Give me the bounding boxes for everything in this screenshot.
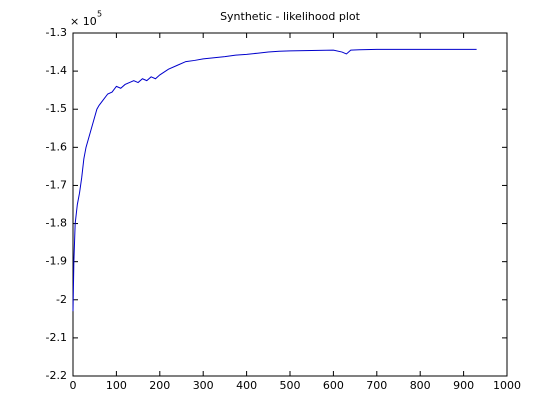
y-tick-label: -1.9 (46, 255, 67, 268)
x-tick-label: 700 (366, 379, 387, 392)
y-tick-label: -1.6 (46, 140, 67, 153)
plot-frame (72, 32, 508, 377)
x-tick-label: 400 (236, 379, 257, 392)
x-tick-label: 100 (106, 379, 127, 392)
x-tick-label: 900 (453, 379, 474, 392)
y-scale-label: × 10 (70, 15, 97, 28)
x-tick-label: 800 (410, 379, 431, 392)
y-tick-label: -2.1 (46, 331, 67, 344)
y-tick-label: -1.5 (46, 102, 67, 115)
y-scale-power: 5 (97, 10, 102, 19)
chart-title: Synthetic - likelihood plot (220, 10, 361, 23)
x-tick-label: 0 (70, 379, 77, 392)
x-tick-label: 300 (193, 379, 214, 392)
y-tick-label: -1.8 (46, 217, 67, 230)
x-tick-label: 600 (323, 379, 344, 392)
y-tick-label: -1.3 (46, 26, 67, 39)
data-line (72, 48, 477, 312)
y-tick-label: -2.2 (46, 369, 67, 382)
x-tick-label: 1000 (493, 379, 521, 392)
y-tick-label: -1.7 (46, 178, 67, 191)
y-tick-label: -2 (56, 293, 67, 306)
x-tick-label: 500 (280, 379, 301, 392)
y-tick-label: -1.4 (46, 64, 67, 77)
x-tick-label: 200 (149, 379, 170, 392)
